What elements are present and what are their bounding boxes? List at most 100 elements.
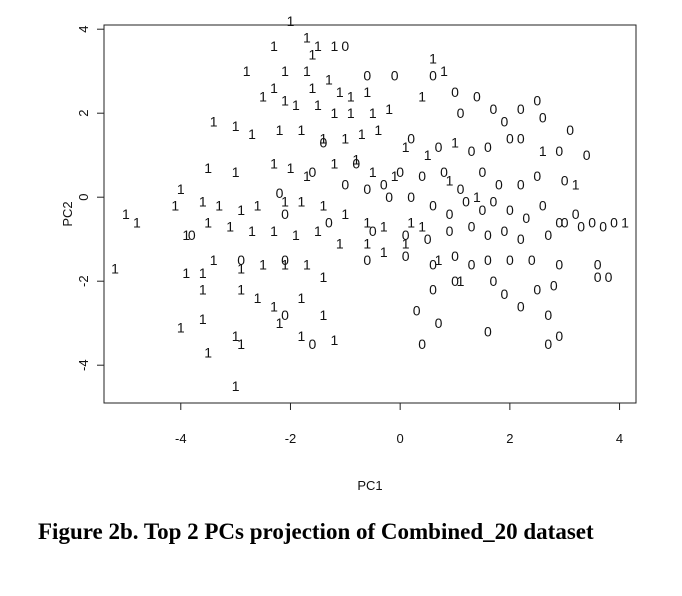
point-1-56: 1	[363, 214, 371, 230]
point-1-10: 1	[309, 80, 317, 96]
point-1-1: 1	[303, 30, 311, 46]
point-0-92: 0	[309, 336, 317, 352]
point-1-13: 1	[363, 84, 371, 100]
point-0-29: 0	[495, 177, 503, 193]
point-1-50: 1	[237, 202, 245, 218]
point-0-30: 0	[517, 177, 525, 193]
point-0-18: 0	[517, 130, 525, 146]
point-1-52: 1	[281, 193, 289, 209]
point-1-25: 1	[429, 51, 437, 67]
point-0-94: 0	[544, 336, 552, 352]
point-0-38: 0	[407, 189, 415, 205]
point-1-31: 1	[319, 130, 327, 146]
point-1-74: 1	[199, 265, 207, 281]
point-0-67: 0	[281, 252, 289, 268]
point-1-101: 1	[473, 189, 481, 205]
x-tick-label: -4	[175, 431, 187, 446]
figure-caption: Figure 2b. Top 2 PCs projection of Combi…	[38, 519, 594, 544]
point-1-84: 1	[254, 290, 262, 306]
point-1-8: 1	[303, 63, 311, 79]
point-1-83: 1	[237, 282, 245, 298]
point-1-63: 1	[204, 214, 212, 230]
point-0-63: 0	[561, 214, 569, 230]
point-1-12: 1	[347, 88, 355, 104]
point-1-69: 1	[336, 235, 344, 251]
point-1-73: 1	[182, 265, 190, 281]
point-1-57: 1	[380, 219, 388, 235]
point-1-66: 1	[270, 223, 278, 239]
point-0-22: 0	[352, 156, 360, 172]
point-1-28: 1	[248, 126, 256, 142]
point-1-30: 1	[298, 122, 306, 138]
point-0-17: 0	[506, 130, 514, 146]
point-0-91: 0	[281, 307, 289, 323]
point-0-4: 0	[451, 84, 459, 100]
point-1-24: 1	[440, 63, 448, 79]
point-1-48: 1	[199, 193, 207, 209]
x-axis-label: PC1	[357, 478, 382, 493]
x-tick-label: 2	[506, 431, 513, 446]
point-0-7: 0	[490, 101, 498, 117]
point-0-8: 0	[500, 114, 508, 130]
y-axis: -4 -2 0 2 4	[76, 26, 104, 371]
point-0-72: 0	[468, 256, 476, 272]
point-0-21: 0	[319, 135, 327, 151]
point-1-33: 1	[358, 126, 366, 142]
point-1-93: 1	[330, 332, 338, 348]
point-0-6: 0	[457, 105, 465, 121]
point-0-83: 0	[550, 277, 558, 293]
point-0-64: 0	[577, 219, 585, 235]
point-1-58: 1	[407, 214, 415, 230]
point-0-41: 0	[462, 193, 470, 209]
point-1-100: 1	[446, 172, 454, 188]
point-0-76: 0	[555, 256, 563, 272]
point-1-26: 1	[210, 114, 218, 130]
y-tick-label: -2	[76, 275, 91, 287]
point-0-14: 0	[435, 139, 443, 155]
point-1-51: 1	[254, 198, 262, 214]
point-1-82: 1	[199, 282, 207, 298]
point-0-70: 0	[429, 256, 437, 272]
point-1-32: 1	[341, 130, 349, 146]
point-1-11: 1	[336, 84, 344, 100]
point-1-77: 1	[259, 256, 267, 272]
point-0-42: 0	[479, 202, 487, 218]
point-1-96: 1	[232, 378, 240, 394]
point-1-78: 1	[281, 256, 289, 272]
point-0-5: 0	[473, 88, 481, 104]
point-1-46: 1	[391, 168, 399, 184]
point-0-58: 0	[468, 219, 476, 235]
point-1-43: 1	[330, 156, 338, 172]
point-0-9: 0	[517, 101, 525, 117]
point-1-71: 1	[380, 244, 388, 260]
point-1-98: 1	[435, 252, 443, 268]
point-1-102: 1	[539, 143, 547, 159]
point-1-68: 1	[314, 223, 322, 239]
point-0-85: 0	[605, 269, 613, 285]
point-1-16: 1	[281, 93, 289, 109]
point-1-59: 1	[122, 206, 130, 222]
x-tick-label: 4	[616, 431, 623, 446]
point-0-50: 0	[610, 214, 618, 230]
point-0-71: 0	[451, 248, 459, 264]
point-0-34: 0	[309, 164, 317, 180]
point-0-80: 0	[490, 273, 498, 289]
point-0-32: 0	[561, 172, 569, 188]
point-1-44: 1	[352, 151, 360, 167]
point-0-43: 0	[490, 193, 498, 209]
point-1-91: 1	[276, 315, 284, 331]
point-1-54: 1	[319, 198, 327, 214]
point-0-11: 0	[539, 109, 547, 125]
point-1-19: 1	[330, 105, 338, 121]
point-0-48: 0	[572, 206, 580, 222]
point-0-12: 0	[566, 122, 574, 138]
point-1-9: 1	[325, 72, 333, 88]
point-0-84: 0	[594, 269, 602, 285]
point-0-47: 0	[555, 214, 563, 230]
point-1-4: 1	[270, 38, 278, 54]
point-0-36: 0	[363, 181, 371, 197]
point-0-88: 0	[484, 324, 492, 340]
point-0-65: 0	[599, 219, 607, 235]
point-0-33: 0	[276, 185, 284, 201]
point-1-2: 1	[314, 38, 322, 54]
